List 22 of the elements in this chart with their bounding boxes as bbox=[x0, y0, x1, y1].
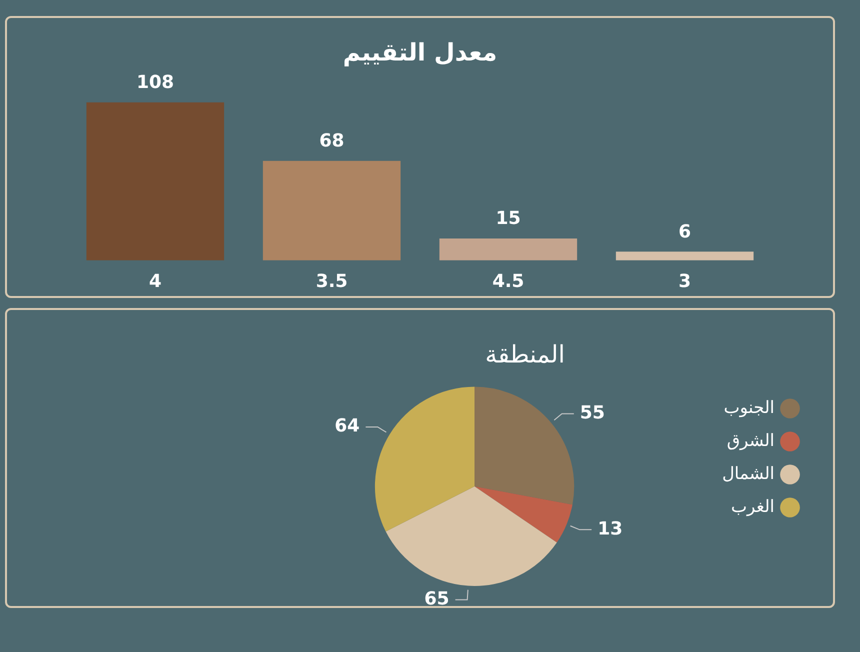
x-tick-label: 3 bbox=[678, 270, 692, 292]
x-tick-label: 4.5 bbox=[492, 270, 524, 292]
data-label: 13 bbox=[598, 518, 623, 540]
bar bbox=[262, 160, 401, 260]
data-label: 64 bbox=[334, 416, 360, 437]
legend-label: الشرق bbox=[726, 430, 774, 451]
data-label: 55 bbox=[580, 402, 605, 424]
x-tick-label: 4 bbox=[148, 270, 162, 292]
data-label: 15 bbox=[496, 208, 521, 230]
legend-label: الغرب bbox=[731, 496, 774, 517]
data-label: 68 bbox=[319, 130, 344, 152]
data-label: 65 bbox=[424, 588, 450, 610]
bar bbox=[86, 102, 224, 260]
bar bbox=[439, 238, 578, 260]
bar bbox=[616, 252, 754, 260]
x-tick-label: 3.5 bbox=[316, 270, 348, 292]
data-label: 108 bbox=[136, 72, 174, 94]
chart-title: المنطقة bbox=[485, 340, 565, 369]
legend-label: الجنوب bbox=[724, 398, 774, 418]
legend-label: الشمال bbox=[722, 464, 774, 484]
data-label: 6 bbox=[678, 221, 692, 242]
chart-title: معدل التقييم bbox=[342, 38, 498, 67]
